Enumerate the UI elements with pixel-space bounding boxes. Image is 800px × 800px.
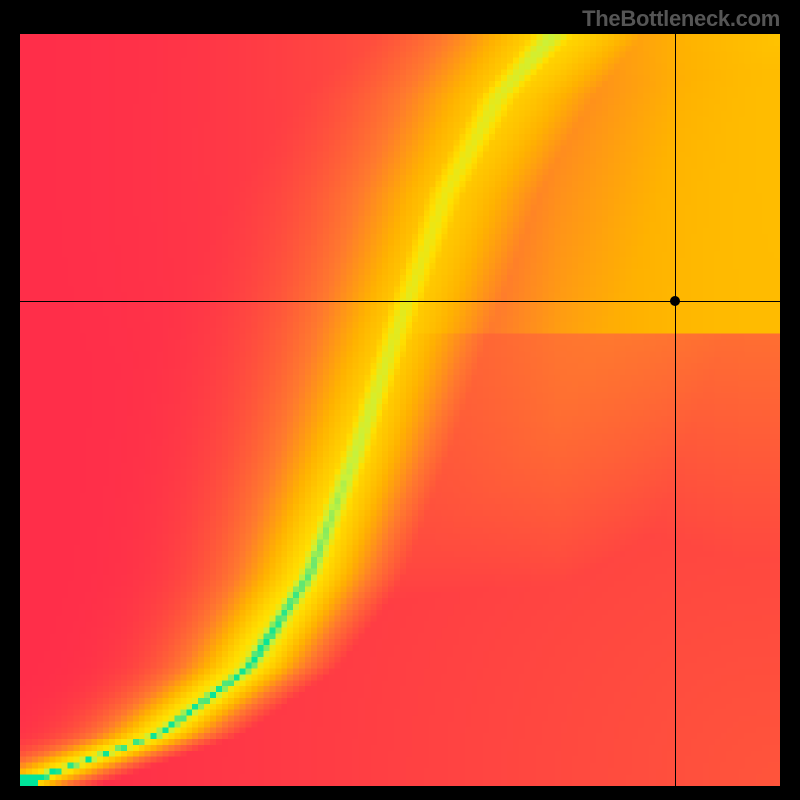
crosshair-horizontal: [20, 301, 780, 302]
chart-container: TheBottleneck.com: [0, 0, 800, 800]
crosshair-vertical: [675, 34, 676, 786]
plot-area: [20, 34, 780, 786]
heatmap-canvas: [20, 34, 780, 786]
attribution-text: TheBottleneck.com: [582, 6, 780, 32]
crosshair-point: [670, 296, 680, 306]
